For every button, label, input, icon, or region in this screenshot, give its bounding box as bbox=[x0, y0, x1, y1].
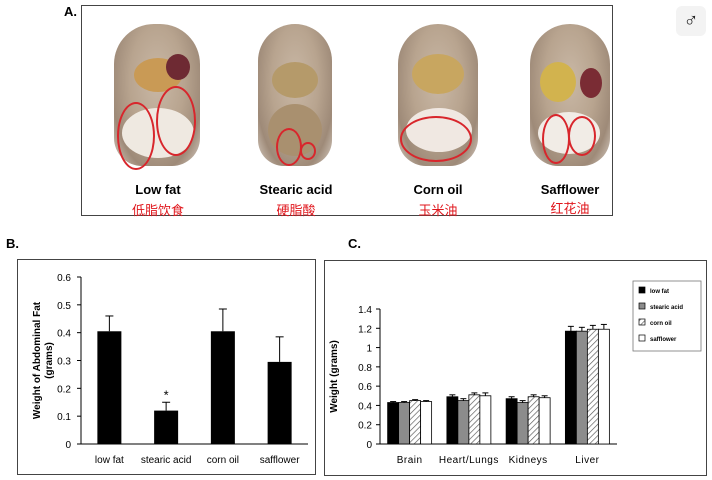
mouse-low-fat-image bbox=[114, 24, 200, 170]
bar bbox=[210, 331, 235, 444]
x-tick-label: Liver bbox=[575, 455, 599, 466]
y-tick-label: 0.4 bbox=[358, 401, 372, 412]
gender-logo-icon: ♂ bbox=[676, 6, 706, 36]
legend-swatch bbox=[638, 318, 646, 326]
mouse-label-chinese: 红花油 bbox=[550, 201, 590, 216]
x-tick-label: Heart/Lungs bbox=[439, 455, 499, 466]
x-tick-label: Kidneys bbox=[509, 455, 548, 466]
mouse-label-chinese: 硬脂酸 bbox=[276, 203, 316, 218]
mouse-label: Stearic acid bbox=[259, 182, 333, 197]
mouse-label: Safflower bbox=[540, 182, 600, 197]
panel-a-letter: A. bbox=[64, 4, 77, 19]
organ-weight-chart: 0 0.2 0.4 0.6 0.8 1 1.2 1.4 Weight (grams) Brain H… bbox=[329, 280, 702, 466]
bar bbox=[420, 401, 433, 445]
x-tick-label: low fat bbox=[95, 455, 124, 466]
panel-c-letter: C. bbox=[348, 236, 361, 251]
y-tick-label: 0 bbox=[65, 440, 71, 451]
y-tick-label: 0.4 bbox=[57, 329, 71, 340]
mouse-label-chinese: 玉米油 bbox=[418, 203, 458, 218]
fat-circle bbox=[300, 142, 316, 160]
mouse-stearic-acid-image bbox=[258, 24, 332, 166]
fat-circle bbox=[276, 128, 302, 166]
mouse-corn-oil-image bbox=[398, 24, 478, 166]
bar bbox=[468, 394, 481, 445]
bar bbox=[446, 396, 459, 445]
bar bbox=[538, 397, 551, 445]
legend-label: low fat bbox=[650, 289, 669, 295]
y-tick-label: 0.2 bbox=[358, 421, 372, 432]
y-tick-label: 0 bbox=[366, 440, 372, 451]
y-tick-label: 1.2 bbox=[358, 324, 372, 335]
panel-c-frame: 0 0.2 0.4 0.6 0.8 1 1.2 1.4 Weight (grams) Brain H… bbox=[324, 260, 707, 476]
panel-a-photo: Low fat 低脂饮食 Stearic acid 硬脂酸 Corn oil 玉… bbox=[81, 5, 613, 218]
y-tick-label: 0.8 bbox=[358, 363, 372, 374]
significance-marker: * bbox=[164, 387, 169, 402]
legend-swatch bbox=[638, 302, 646, 310]
legend-swatch bbox=[638, 286, 646, 294]
legend-label: stearic acid bbox=[650, 305, 683, 311]
legend-label: safflower bbox=[650, 337, 677, 343]
y-tick-label: 0.3 bbox=[57, 357, 71, 368]
x-tick-label: Brain bbox=[397, 455, 423, 466]
fat-circle bbox=[117, 102, 155, 170]
panel-b-letter: B. bbox=[6, 236, 19, 251]
mouse-label-chinese: 低脂饮食 bbox=[131, 203, 184, 218]
legend-swatch bbox=[638, 334, 646, 342]
x-tick-label: stearic acid bbox=[141, 455, 192, 466]
y-tick-label: 0.2 bbox=[57, 384, 71, 395]
y-axis-title: Weight (grams) bbox=[329, 340, 340, 413]
x-tick-label: corn oil bbox=[207, 455, 239, 466]
fat-circle bbox=[156, 86, 196, 156]
x-tick-label: safflower bbox=[260, 455, 301, 466]
bar bbox=[457, 400, 470, 445]
bar bbox=[409, 400, 422, 445]
bar bbox=[267, 361, 292, 444]
bar bbox=[154, 410, 179, 444]
mouse-safflower-image bbox=[530, 24, 610, 166]
bar bbox=[516, 402, 529, 445]
y-tick-label: 0.6 bbox=[57, 273, 71, 284]
bar bbox=[479, 395, 492, 445]
y-tick-label: 1.4 bbox=[358, 305, 372, 316]
fat-circle bbox=[400, 116, 472, 162]
mouse-label: Low fat bbox=[135, 182, 181, 197]
fat-circle bbox=[568, 116, 596, 156]
y-axis-title: Weight of Abdominal Fat(grams) bbox=[32, 301, 55, 419]
bar bbox=[597, 328, 610, 445]
bar bbox=[398, 402, 411, 445]
y-tick-label: 0.6 bbox=[358, 382, 372, 393]
bar bbox=[586, 328, 599, 445]
bar bbox=[505, 398, 518, 445]
bar bbox=[527, 396, 540, 445]
legend-label: corn oil bbox=[650, 321, 672, 327]
bar bbox=[97, 331, 122, 444]
bar bbox=[387, 402, 400, 445]
bar bbox=[564, 330, 577, 445]
bar bbox=[575, 330, 588, 445]
y-tick-label: 0.1 bbox=[57, 412, 71, 423]
fat-circle bbox=[542, 114, 570, 164]
y-tick-label: 1 bbox=[366, 344, 372, 355]
abdominal-fat-chart: 0 0.1 0.2 0.3 0.4 0.5 0.6 Weight of Abdominal F… bbox=[32, 273, 308, 466]
panel-b-frame: 0 0.1 0.2 0.3 0.4 0.5 0.6 Weight of Abdominal F… bbox=[17, 259, 316, 475]
y-tick-label: 0.5 bbox=[57, 301, 71, 312]
mouse-label: Corn oil bbox=[413, 182, 463, 197]
